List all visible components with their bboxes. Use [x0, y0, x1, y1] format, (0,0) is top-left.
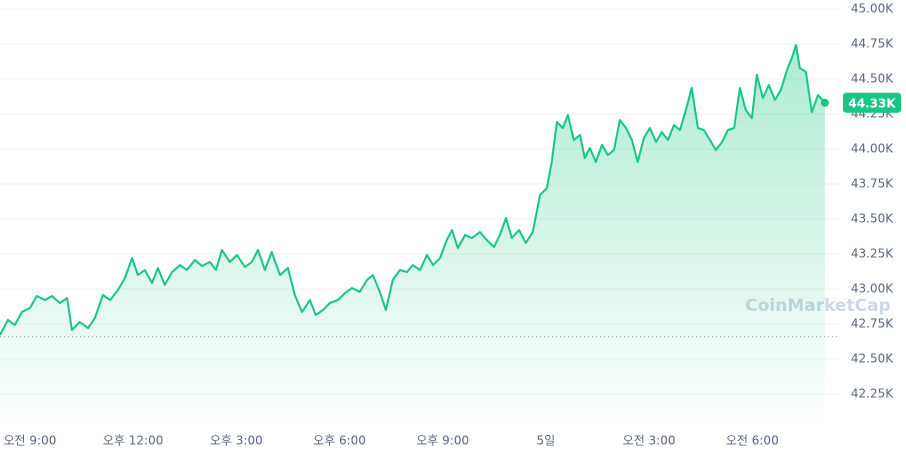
x-tick-label: 오전 9:00: [4, 434, 57, 448]
x-tick-label: 오후 12:00: [103, 434, 163, 448]
y-tick-label: 45.00K: [851, 2, 894, 16]
x-tick-label: 오후 9:00: [416, 434, 469, 448]
x-tick-label: 오전 3:00: [623, 434, 676, 448]
y-tick-label: 43.00K: [851, 282, 894, 296]
y-tick-label: 44.00K: [851, 142, 894, 156]
price-line: [0, 44, 826, 336]
y-tick-label: 43.25K: [851, 247, 894, 261]
x-tick-label: 5일: [537, 434, 556, 448]
area: [0, 45, 825, 429]
y-tick-label: 43.75K: [851, 177, 894, 191]
y-tick-label: 44.75K: [851, 37, 894, 51]
current-dot: [820, 98, 829, 107]
x-tick-label: 오후 6:00: [313, 434, 366, 448]
y-tick-label: 42.25K: [851, 387, 894, 401]
current-tag: [843, 92, 901, 113]
y-tick-label: 42.50K: [851, 352, 894, 366]
y-tick-label: 43.50K: [851, 212, 894, 226]
x-tick-label: 오전 6:00: [726, 434, 779, 448]
y-tick-label: 42.75K: [851, 317, 894, 331]
y-tick-label: 44.50K: [851, 72, 894, 86]
x-tick-label: 오후 3:00: [210, 434, 263, 448]
current-label: 44.33K: [848, 96, 896, 110]
